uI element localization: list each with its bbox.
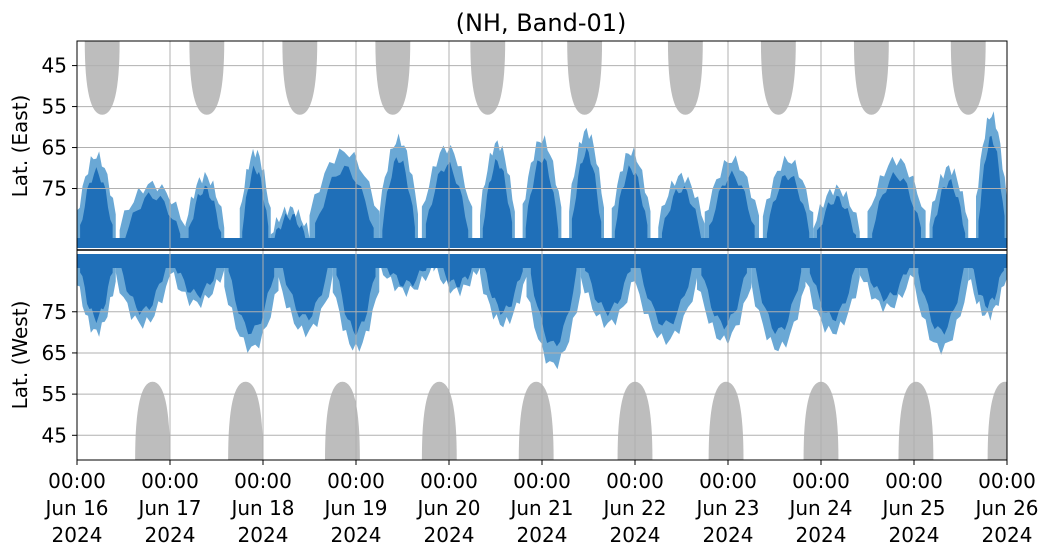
x-tick-year: 2024 — [610, 523, 661, 547]
y-tick-label-west: 65 — [42, 341, 67, 365]
x-tick-time: 00:00 — [141, 469, 199, 493]
activity-dense-east — [242, 165, 269, 247]
polar-mask-east — [760, 41, 796, 115]
x-tick-date: Jun 25 — [880, 496, 945, 520]
activity-dense-west — [701, 253, 747, 330]
ylabel-east: Lat. (East) — [8, 95, 32, 198]
activity-dense-east — [978, 135, 1005, 247]
activity-dense-east — [816, 195, 857, 247]
activity-dense-east — [709, 170, 755, 247]
polar-mask-east — [470, 41, 506, 115]
activity-layer — [77, 111, 1007, 370]
x-tick-date: Jun 16 — [43, 496, 108, 520]
polar-mask-west — [898, 381, 934, 460]
x-tick-year: 2024 — [982, 523, 1033, 547]
x-tick-time: 00:00 — [234, 469, 292, 493]
x-tick-year: 2024 — [703, 523, 754, 547]
chart-title: (NH, Band-01) — [456, 9, 627, 37]
x-tick-year: 2024 — [796, 523, 847, 547]
y-tick-labels: 45 55 65 75 75 65 55 45 — [42, 54, 77, 447]
activity-dense-east — [571, 147, 602, 247]
x-tick-date: Jun 18 — [229, 496, 294, 520]
polar-mask-east — [667, 41, 703, 115]
activity-dense-east — [932, 178, 966, 247]
x-tick-year: 2024 — [145, 523, 196, 547]
x-tick-date: Jun 22 — [601, 496, 666, 520]
polar-mask-east — [853, 41, 889, 115]
x-tick-time: 00:00 — [792, 469, 850, 493]
x-tick-date: Jun 21 — [508, 496, 573, 520]
polar-mask-east — [84, 41, 120, 115]
polar-mask-west — [421, 381, 457, 460]
activity-dense-west — [80, 253, 113, 324]
polar-mask-west — [135, 381, 170, 460]
activity-dense-east — [766, 175, 810, 247]
activity-dense-west — [585, 253, 631, 317]
activity-dense-west — [282, 253, 329, 321]
polar-mask-west — [325, 381, 360, 460]
polar-mask-layer — [84, 41, 1007, 460]
x-tick-time: 00:00 — [48, 469, 106, 493]
activity-dense-west — [918, 253, 964, 335]
activity-dense-east — [614, 165, 648, 247]
polar-mask-west — [518, 381, 554, 460]
y-tick-label-east: 65 — [42, 136, 67, 160]
ylabel-west: Lat. (West) — [8, 301, 32, 410]
x-tick-year: 2024 — [331, 523, 382, 547]
x-tick-year: 2024 — [889, 523, 940, 547]
y-tick-label-west: 55 — [42, 382, 67, 406]
x-tick-labels: 00:00 Jun 16 2024 00:00 Jun 17 2024 00:00 Jun 1… — [43, 460, 1039, 547]
x-tick-date: Jun 24 — [787, 496, 852, 520]
y-tick-label-east: 45 — [42, 54, 67, 78]
x-tick-year: 2024 — [517, 523, 568, 547]
polar-mask-west — [708, 381, 744, 460]
polar-mask-east — [375, 41, 411, 115]
x-tick-date: Jun 23 — [694, 496, 759, 520]
activity-dense-west — [755, 253, 802, 335]
activity-dense-east — [80, 167, 113, 247]
activity-dense-east — [382, 157, 415, 247]
x-tick-time: 00:00 — [327, 469, 385, 493]
x-tick-year: 2024 — [52, 523, 103, 547]
x-tick-time: 00:00 — [699, 469, 757, 493]
y-tick-label-east: 75 — [42, 177, 67, 201]
y-tick-label-west: 75 — [42, 300, 67, 324]
x-tick-time: 00:00 — [513, 469, 571, 493]
activity-dense-east — [661, 185, 702, 247]
x-tick-time: 00:00 — [420, 469, 478, 493]
x-tick-time: 00:00 — [885, 469, 943, 493]
x-tick-time: 00:00 — [606, 469, 664, 493]
y-tick-label-east: 55 — [42, 95, 67, 119]
polar-mask-west — [987, 381, 1007, 460]
activity-dense-west — [483, 253, 523, 315]
activity-dense-east — [315, 165, 374, 247]
activity-dense-west — [639, 253, 693, 326]
polar-mask-east — [189, 41, 225, 115]
x-tick-year: 2024 — [424, 523, 475, 547]
activity-dense-east — [425, 162, 469, 247]
activity-dense-east — [124, 192, 181, 247]
polar-mask-east — [950, 41, 986, 115]
x-tick-date: Jun 19 — [322, 496, 387, 520]
x-tick-date: Jun 20 — [415, 496, 480, 520]
x-tick-date: Jun 26 — [973, 496, 1038, 520]
x-tick-date: Jun 17 — [136, 496, 201, 520]
activity-dense-west — [120, 253, 166, 316]
activity-dense-east — [188, 185, 222, 247]
activity-dense-east — [482, 159, 513, 247]
y-tick-label-west: 45 — [42, 423, 67, 447]
polar-mask-east — [567, 41, 603, 115]
x-tick-time: 00:00 — [978, 469, 1036, 493]
activity-dense-east — [872, 171, 921, 247]
x-tick-year: 2024 — [238, 523, 289, 547]
polar-mask-west — [228, 381, 263, 460]
polar-mask-east — [282, 41, 318, 115]
